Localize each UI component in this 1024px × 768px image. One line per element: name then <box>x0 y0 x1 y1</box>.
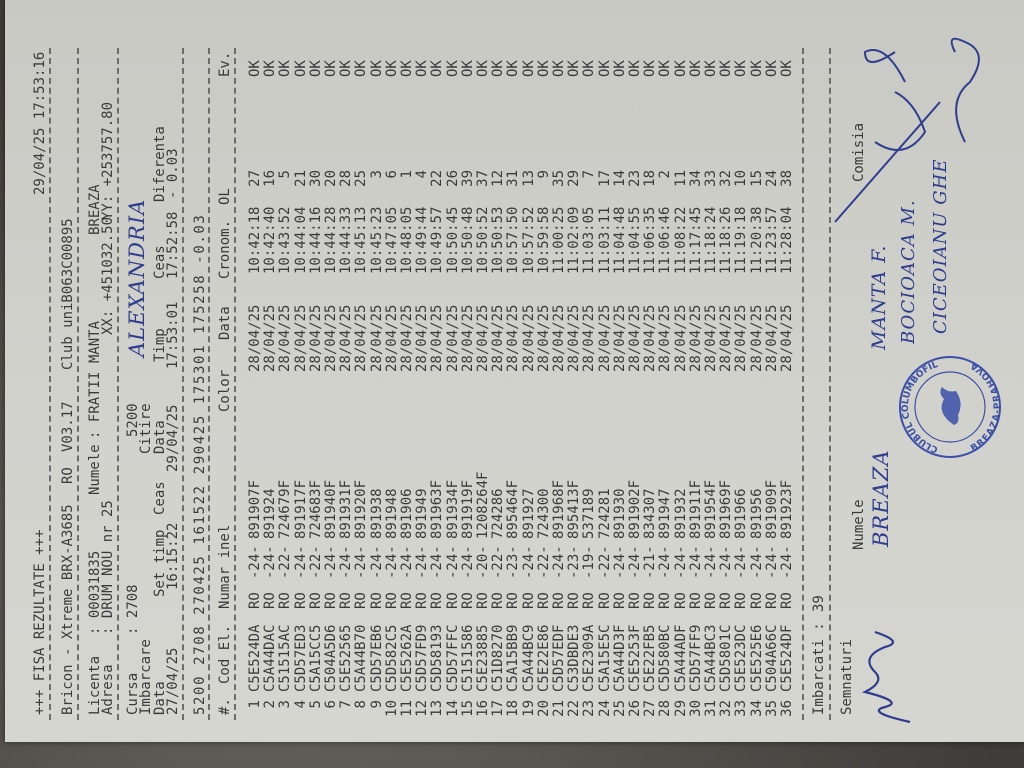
signature-commission-1 <box>834 49 941 223</box>
signatures-and-stamp: CLUBUL COLUMBOFIL BREAZA-PRAHOVA <box>834 37 1003 724</box>
svg-text:BREAZA-PRAHOVA: BREAZA-PRAHOVA <box>969 360 1003 454</box>
dove-icon <box>940 387 961 425</box>
results-sheet: +++ FISA REZULTATE +++ 29/04/25 17:53:16… <box>5 0 1024 742</box>
stamp-bottom-text: BREAZA-PRAHOVA <box>969 360 1003 454</box>
club-stamp: CLUBUL COLUMBOFIL BREAZA-PRAHOVA <box>899 356 1003 458</box>
signature-commission-2 <box>950 37 980 143</box>
signature-left <box>861 630 911 724</box>
svg-text:CLUBUL COLUMBOFIL: CLUBUL COLUMBOFIL <box>901 360 940 454</box>
stamp-top-text: CLUBUL COLUMBOFIL <box>901 360 940 454</box>
